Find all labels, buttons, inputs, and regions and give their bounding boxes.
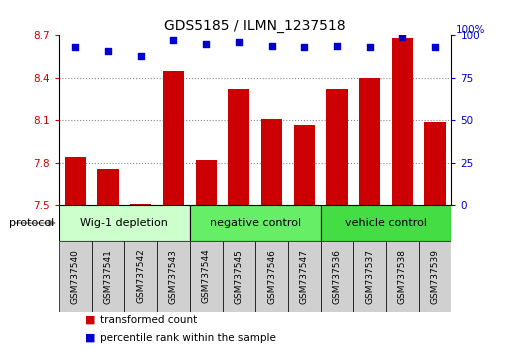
Text: GSM737546: GSM737546 [267, 249, 276, 304]
Text: GSM737544: GSM737544 [202, 249, 211, 303]
Text: GSM737537: GSM737537 [365, 249, 374, 304]
Point [366, 45, 374, 50]
Bar [59, 241, 92, 312]
Text: GSM737545: GSM737545 [234, 249, 243, 304]
Title: GDS5185 / ILMN_1237518: GDS5185 / ILMN_1237518 [164, 19, 346, 33]
Bar [321, 241, 353, 312]
Bar [359, 78, 380, 205]
Point [104, 48, 112, 53]
Text: GSM737541: GSM737541 [104, 249, 112, 304]
Bar [255, 241, 288, 312]
Bar [293, 125, 315, 205]
Point [136, 53, 145, 59]
Bar [163, 71, 184, 205]
Point [267, 43, 275, 48]
Bar [353, 241, 386, 312]
Text: protocol: protocol [9, 218, 54, 228]
Bar [326, 89, 348, 205]
Bar [392, 38, 413, 205]
Point [235, 39, 243, 45]
Text: percentile rank within the sample: percentile rank within the sample [100, 333, 276, 343]
Text: GSM737540: GSM737540 [71, 249, 80, 304]
Bar [92, 241, 125, 312]
Point [431, 45, 439, 50]
Bar [261, 119, 282, 205]
Text: GSM737538: GSM737538 [398, 249, 407, 304]
Bar [124, 241, 157, 312]
Text: ■: ■ [85, 333, 95, 343]
Bar [288, 241, 321, 312]
Text: negative control: negative control [210, 218, 301, 228]
Text: GSM737543: GSM737543 [169, 249, 178, 304]
Point [71, 45, 80, 50]
Text: GSM737539: GSM737539 [430, 249, 440, 304]
Bar [228, 89, 249, 205]
Point [202, 41, 210, 47]
Bar [130, 204, 151, 205]
Bar [59, 205, 190, 241]
Text: Wig-1 depletion: Wig-1 depletion [81, 218, 168, 228]
Bar [97, 169, 119, 205]
Y-axis label: 100%: 100% [456, 25, 485, 35]
Bar [190, 205, 321, 241]
Text: GSM737542: GSM737542 [136, 249, 145, 303]
Bar [190, 241, 223, 312]
Bar [195, 160, 217, 205]
Bar [223, 241, 255, 312]
Bar [157, 241, 190, 312]
Point [169, 38, 177, 43]
Bar [321, 205, 451, 241]
Point [333, 43, 341, 48]
Text: vehicle control: vehicle control [345, 218, 427, 228]
Bar [419, 241, 451, 312]
Bar [65, 157, 86, 205]
Bar [386, 241, 419, 312]
Text: transformed count: transformed count [100, 315, 198, 325]
Text: GSM737536: GSM737536 [332, 249, 342, 304]
Text: ■: ■ [85, 315, 95, 325]
Point [300, 45, 308, 50]
Point [398, 34, 406, 40]
Bar [424, 122, 446, 205]
Text: GSM737547: GSM737547 [300, 249, 309, 304]
